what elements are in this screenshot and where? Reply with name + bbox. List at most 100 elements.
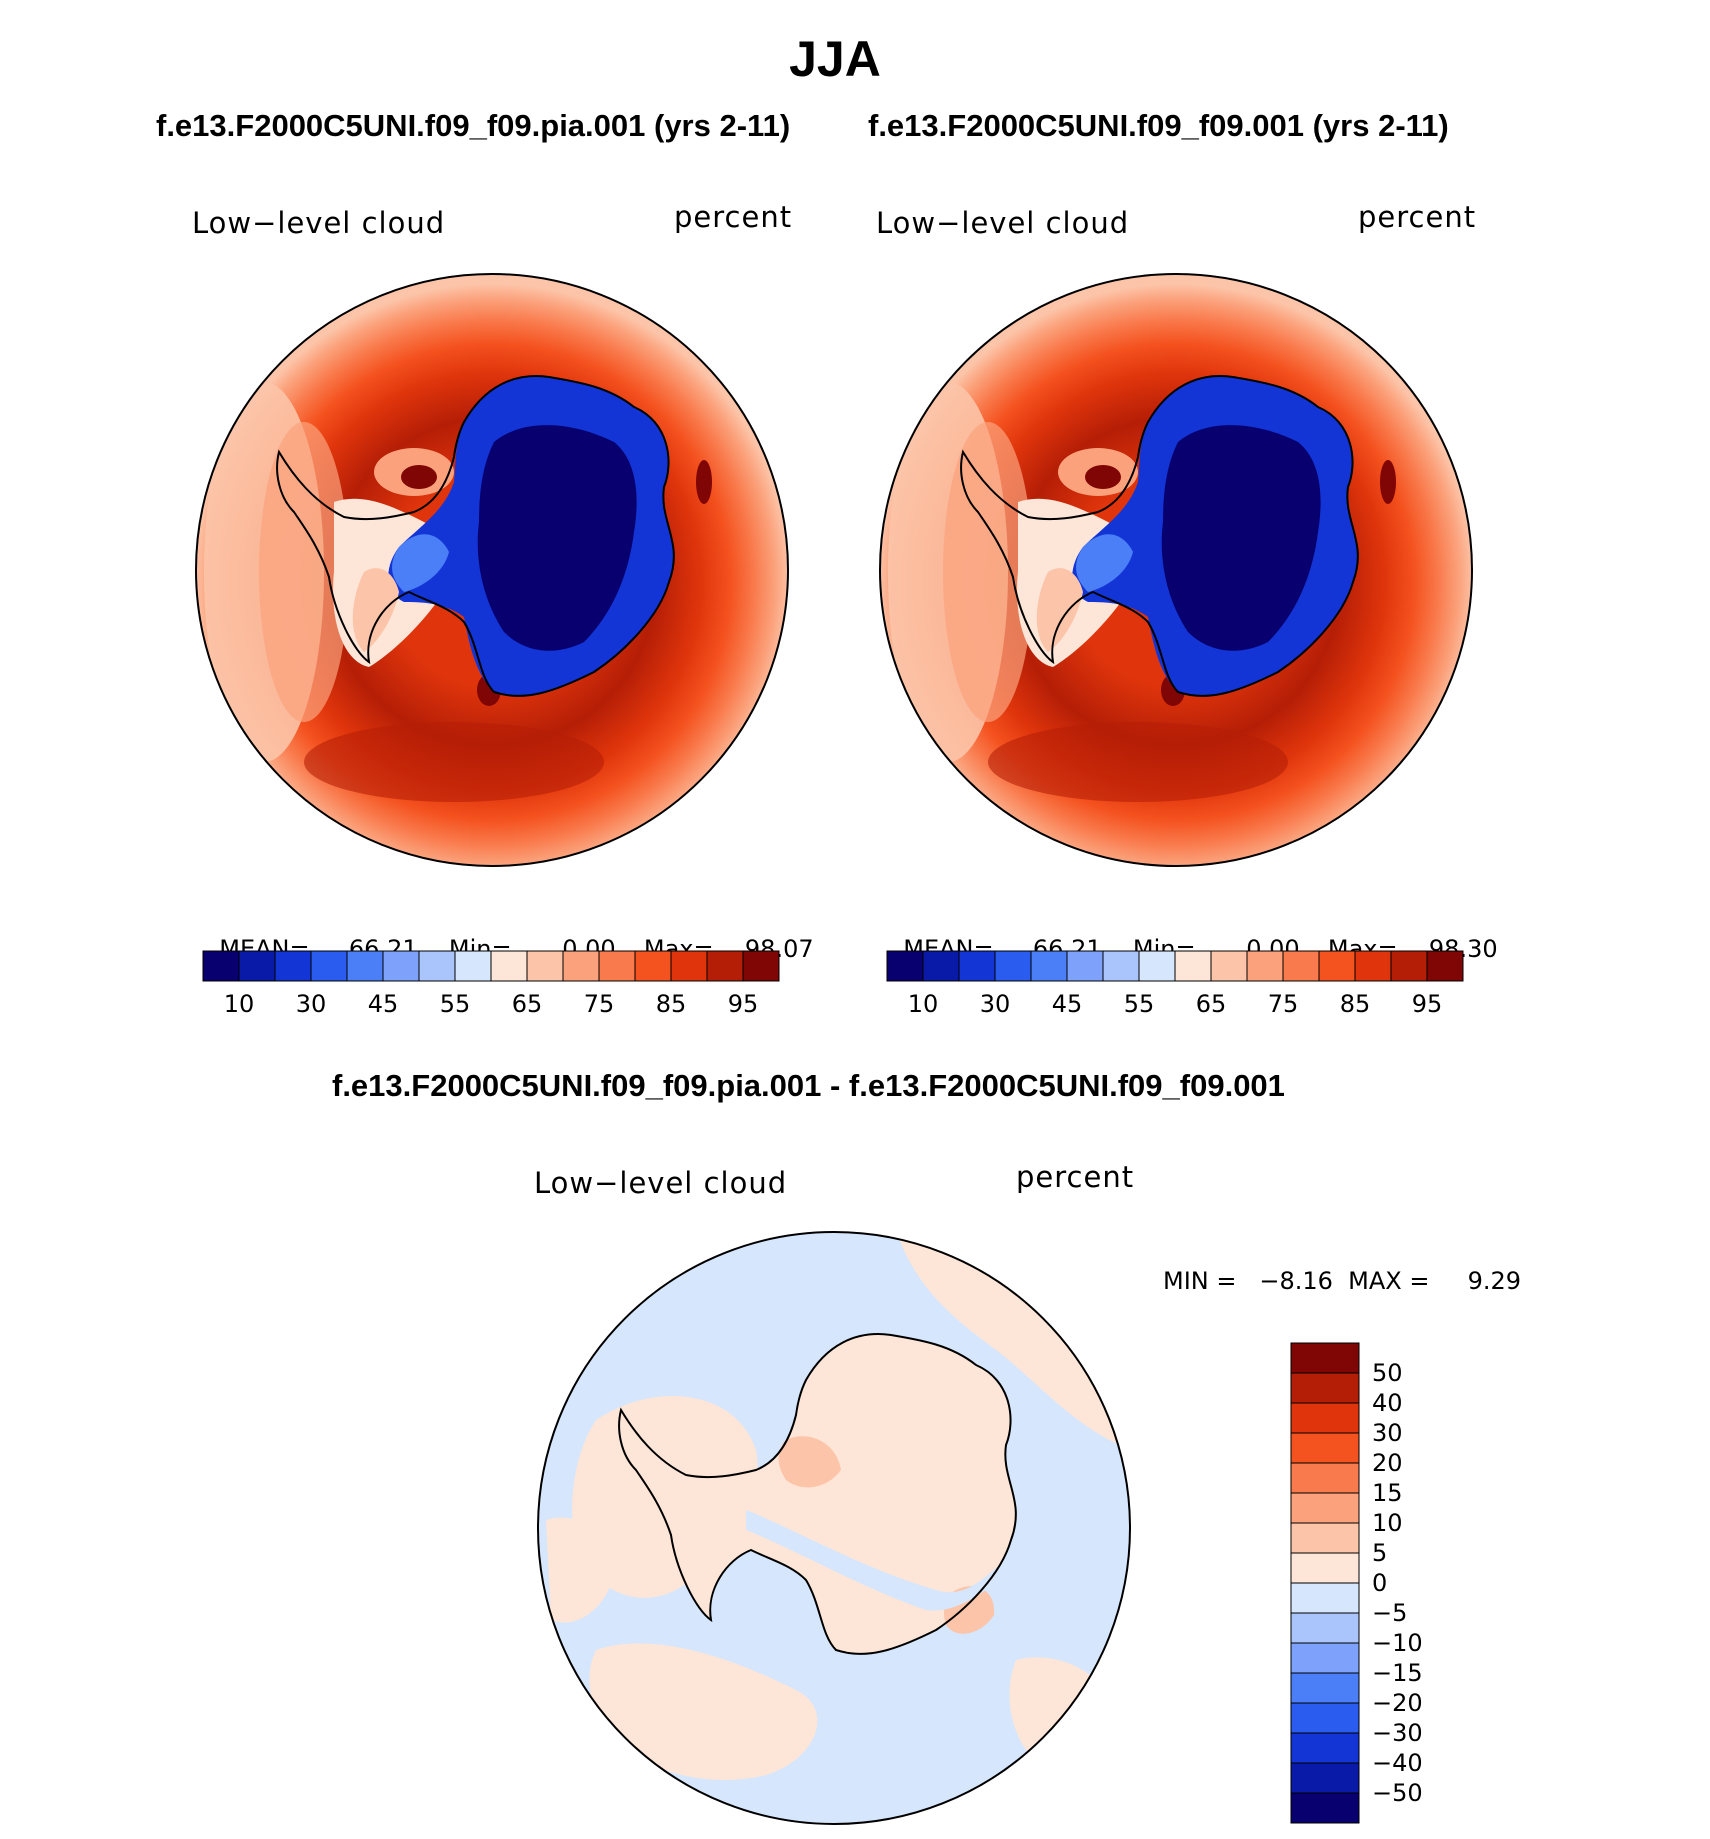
difference-polar-map	[537, 1231, 1131, 1825]
colorbar-swatch	[598, 950, 636, 982]
panel-2-variable-label: Low−level cloud	[876, 206, 1130, 240]
colorbar-swatch	[1290, 1552, 1360, 1584]
colorbar-swatch	[202, 950, 240, 982]
colorbar-tick-label: −5	[1372, 1599, 1408, 1627]
panel-2-heading: f.e13.F2000C5UNI.f09_f09.001 (yrs 2-11)	[868, 108, 1449, 143]
colorbar-tick-label: 55	[439, 990, 471, 1018]
colorbar-tick-label: −40	[1372, 1749, 1423, 1777]
map-boundary	[879, 273, 1473, 867]
colorbar-swatch	[490, 950, 528, 982]
colorbar-swatch	[922, 950, 960, 982]
colorbar-swatch	[454, 950, 492, 982]
difference-colorbar	[1290, 1342, 1360, 1824]
colorbar-swatch	[1290, 1522, 1360, 1554]
panel-2-colorbar-ticks: 10 30 45 55 65 75 85 95	[887, 990, 1463, 1020]
antarctica-coastline	[276, 375, 675, 697]
colorbar-swatch	[1282, 950, 1320, 982]
colorbar-swatch	[1030, 950, 1068, 982]
colorbar-swatch	[562, 950, 600, 982]
antarctica-coastline	[618, 1333, 1017, 1655]
colorbar-tick-label: 0	[1372, 1569, 1388, 1597]
colorbar-swatch	[382, 950, 420, 982]
panel-2-polar-map	[879, 273, 1473, 867]
antarctica-coastline	[960, 375, 1359, 697]
colorbar-tick-label: 65	[511, 990, 543, 1018]
max-cloud-patch	[1085, 465, 1121, 489]
panel-1-units-label: percent	[674, 200, 793, 234]
colorbar-swatch	[1426, 950, 1464, 982]
colorbar-swatch	[1290, 1462, 1360, 1494]
colorbar-swatch	[1102, 950, 1140, 982]
colorbar-tick-label: −15	[1372, 1659, 1423, 1687]
antarctica-positive-anomaly	[619, 1334, 1016, 1654]
colorbar-tick-label: 95	[1411, 990, 1443, 1018]
colorbar-tick-label: −30	[1372, 1719, 1423, 1747]
colorbar-swatch	[1290, 1432, 1360, 1464]
colorbar-swatch	[1290, 1492, 1360, 1524]
colorbar-tick-label: 75	[1267, 990, 1299, 1018]
colorbar-swatch	[1246, 950, 1284, 982]
panel-1-colorbar	[202, 950, 780, 982]
colorbar-tick-label: 15	[1372, 1479, 1403, 1507]
colorbar-tick-label: 10	[223, 990, 255, 1018]
panel-1-variable-label: Low−level cloud	[192, 206, 446, 240]
colorbar-swatch	[346, 950, 384, 982]
colorbar-swatch	[1138, 950, 1176, 982]
colorbar-swatch	[670, 950, 708, 982]
colorbar-tick-label: 5	[1372, 1539, 1388, 1567]
map-boundary	[195, 273, 789, 867]
colorbar-swatch	[958, 950, 996, 982]
colorbar-tick-label: −20	[1372, 1689, 1423, 1717]
colorbar-tick-label: −10	[1372, 1629, 1423, 1657]
colorbar-tick-label: 10	[907, 990, 939, 1018]
colorbar-swatch	[1290, 1402, 1360, 1434]
colorbar-swatch	[310, 950, 348, 982]
panel-1-polar-map	[195, 273, 789, 867]
colorbar-swatch	[1290, 1582, 1360, 1614]
colorbar-tick-label: 75	[583, 990, 615, 1018]
colorbar-swatch	[1290, 1732, 1360, 1764]
difference-variable-label: Low−level cloud	[534, 1166, 788, 1200]
colorbar-swatch	[1210, 950, 1248, 982]
colorbar-tick-label: 10	[1372, 1509, 1403, 1537]
colorbar-tick-label: 85	[1339, 990, 1371, 1018]
colorbar-swatch	[706, 950, 744, 982]
colorbar-tick-label: 50	[1372, 1359, 1403, 1387]
colorbar-tick-label: 45	[367, 990, 399, 1018]
colorbar-swatch	[1290, 1792, 1360, 1824]
colorbar-tick-label: 95	[727, 990, 759, 1018]
difference-heading: f.e13.F2000C5UNI.f09_f09.pia.001 - f.e13…	[332, 1068, 1285, 1103]
colorbar-tick-label: 20	[1372, 1449, 1403, 1477]
colorbar-tick-label: 30	[1372, 1419, 1403, 1447]
colorbar-tick-label: 30	[295, 990, 327, 1018]
figure-title: JJA	[789, 31, 881, 87]
colorbar-swatch	[634, 950, 672, 982]
colorbar-tick-label: 85	[655, 990, 687, 1018]
colorbar-swatch	[742, 950, 780, 982]
colorbar-tick-label: −50	[1372, 1779, 1423, 1807]
colorbar-swatch	[526, 950, 564, 982]
colorbar-tick-label: 40	[1372, 1389, 1403, 1417]
colorbar-swatch	[1290, 1702, 1360, 1734]
colorbar-swatch	[1066, 950, 1104, 982]
colorbar-swatch	[1354, 950, 1392, 982]
colorbar-tick-label: 55	[1123, 990, 1155, 1018]
colorbar-swatch	[886, 950, 924, 982]
colorbar-swatch	[418, 950, 456, 982]
colorbar-swatch	[1318, 950, 1356, 982]
colorbar-tick-label: 30	[979, 990, 1011, 1018]
colorbar-swatch	[1290, 1642, 1360, 1674]
panel-1-colorbar-ticks: 10 30 45 55 65 75 85 95	[203, 990, 779, 1020]
panel-2-units-label: percent	[1358, 200, 1477, 234]
difference-colorbar-ticks: 50 40 30 20 15 10 5 0 −5 −10 −15 −20 −30 −40 −50	[1372, 1343, 1452, 1823]
colorbar-swatch	[994, 950, 1032, 982]
colorbar-swatch	[1290, 1672, 1360, 1704]
panel-2-colorbar	[886, 950, 1464, 982]
colorbar-tick-label: 45	[1051, 990, 1083, 1018]
panel-1-heading: f.e13.F2000C5UNI.f09_f09.pia.001 (yrs 2-…	[156, 108, 791, 143]
colorbar-swatch	[1290, 1762, 1360, 1794]
colorbar-swatch	[1290, 1342, 1360, 1374]
colorbar-swatch	[238, 950, 276, 982]
colorbar-swatch	[274, 950, 312, 982]
map-boundary	[537, 1231, 1131, 1825]
